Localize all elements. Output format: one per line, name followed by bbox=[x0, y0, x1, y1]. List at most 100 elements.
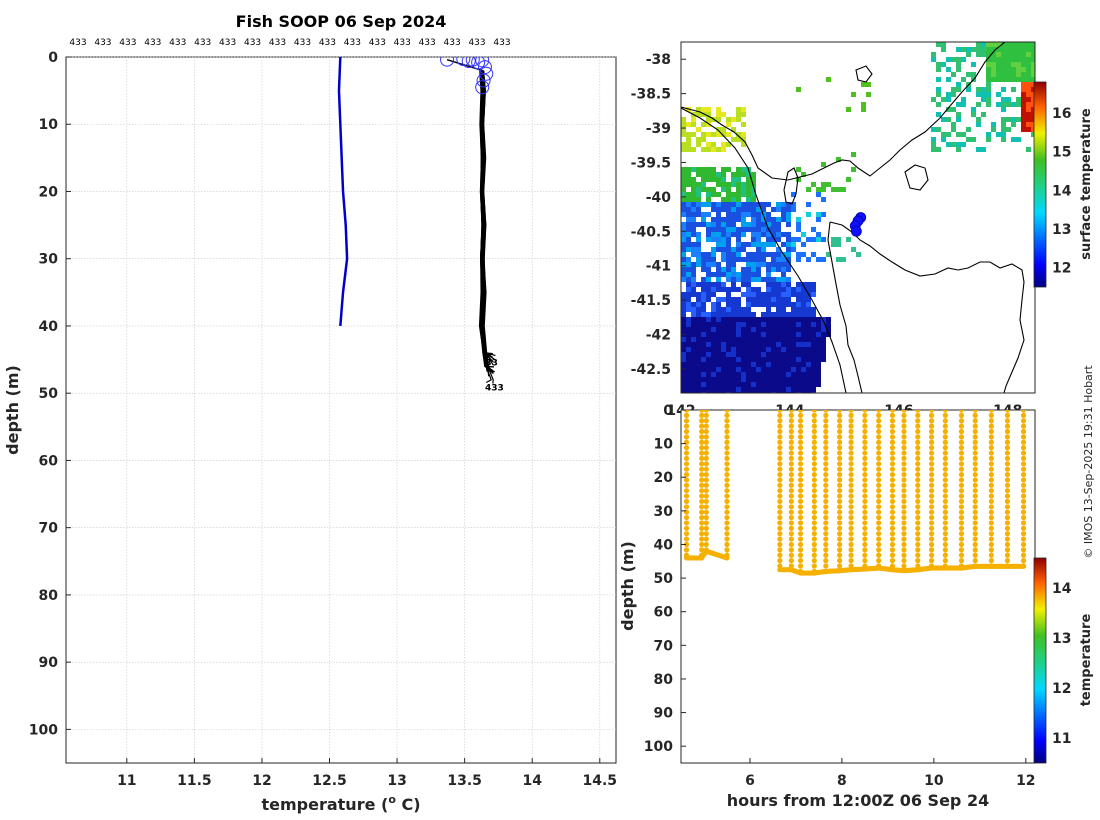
profile-x-tick-label: 11.5 bbox=[177, 773, 212, 789]
time-depth-point bbox=[942, 477, 948, 483]
map-sst-cell bbox=[716, 242, 721, 247]
map-sst-cell bbox=[681, 312, 686, 317]
map-sst-cell bbox=[696, 292, 701, 297]
map-sst-cell bbox=[711, 167, 716, 172]
profile-y-tick-label: 100 bbox=[29, 722, 58, 738]
map-sst-cell bbox=[956, 102, 961, 107]
profile-bottom-annotation: 33 bbox=[485, 359, 498, 369]
time-depth-point bbox=[901, 536, 907, 542]
map-sst-cell bbox=[696, 282, 701, 287]
map-sst-cell bbox=[1026, 92, 1031, 97]
map-sst-cell bbox=[741, 372, 746, 377]
time-depth-point bbox=[876, 536, 882, 542]
map-sst-cell bbox=[776, 287, 781, 292]
map-sst-cell bbox=[776, 332, 781, 337]
map-sst-cell bbox=[721, 237, 726, 242]
time-depth-point bbox=[724, 410, 730, 413]
map-sst-cell bbox=[931, 137, 936, 142]
map-sst-cell bbox=[731, 172, 736, 177]
map-sst-cell bbox=[761, 277, 766, 282]
map-sst-cell bbox=[691, 387, 696, 392]
map-sst-cell bbox=[716, 267, 721, 272]
time-depth-point bbox=[928, 504, 935, 510]
time-depth-point bbox=[788, 493, 794, 499]
map-sst-cell bbox=[756, 332, 761, 337]
time-depth-point bbox=[724, 418, 730, 424]
time-depth-point bbox=[811, 504, 817, 510]
map-sst-cell bbox=[976, 102, 981, 107]
time-depth-y-tick-label: 10 bbox=[654, 437, 674, 453]
map-sst-cell bbox=[686, 192, 691, 197]
map-sst-cell bbox=[731, 347, 736, 352]
map-sst-cell bbox=[816, 322, 821, 327]
map-sst-cell bbox=[771, 237, 776, 242]
map-sst-cell bbox=[766, 222, 771, 227]
map-sst-cell bbox=[686, 352, 691, 357]
map-sst-cell bbox=[751, 367, 756, 372]
time-depth-point bbox=[1020, 531, 1027, 537]
time-depth-point bbox=[1020, 536, 1027, 542]
time-depth-point bbox=[848, 471, 854, 478]
map-sst-cell bbox=[686, 372, 691, 377]
time-depth-point bbox=[876, 488, 882, 494]
profile-top-annotation: 433 bbox=[319, 38, 336, 48]
map-sst-cell bbox=[1026, 117, 1031, 122]
map-sst-cell bbox=[1006, 52, 1011, 57]
map-sst-cell bbox=[716, 107, 721, 112]
map-sst-cell bbox=[801, 357, 806, 362]
map-sst-cell bbox=[776, 312, 781, 317]
map-sst-cell bbox=[771, 322, 776, 327]
map-sst-cell bbox=[726, 122, 731, 127]
time-depth-point bbox=[942, 488, 948, 494]
map-sst-cell bbox=[976, 147, 981, 152]
map-sst-cell bbox=[681, 142, 686, 147]
time-depth-point bbox=[901, 531, 907, 537]
map-sst-cell bbox=[776, 207, 781, 212]
map-sst-cell bbox=[726, 327, 731, 332]
time-depth-point bbox=[823, 445, 829, 451]
map-sst-cell bbox=[781, 282, 786, 287]
map-sst-cell bbox=[866, 82, 871, 87]
map-sst-cell bbox=[1016, 67, 1021, 72]
map-sst-cell bbox=[1021, 107, 1026, 112]
map-sst-cell bbox=[996, 57, 1001, 62]
time-depth-point bbox=[972, 434, 978, 440]
map-sst-cell bbox=[726, 347, 731, 352]
map-sst-cell bbox=[746, 372, 751, 377]
map-sst-cell bbox=[711, 302, 716, 307]
time-depth-point bbox=[876, 558, 882, 564]
time-depth-point bbox=[889, 461, 896, 467]
map-sst-cell bbox=[996, 52, 1001, 57]
time-depth-point bbox=[823, 418, 829, 424]
map-sst-cell bbox=[1016, 42, 1021, 47]
time-depth-point bbox=[848, 445, 854, 451]
map-sst-cell bbox=[771, 232, 776, 237]
map-sst-cell bbox=[681, 327, 686, 332]
time-depth-point bbox=[811, 531, 817, 537]
chart-title: Fish SOOP 06 Sep 2024 bbox=[236, 12, 447, 31]
time-depth-point bbox=[972, 439, 978, 445]
map-sst-cell bbox=[956, 47, 961, 52]
map-sst-cell bbox=[706, 232, 711, 237]
map-sst-cell bbox=[686, 122, 691, 127]
map-sst-cell bbox=[691, 177, 696, 182]
map-sst-cell bbox=[736, 272, 741, 277]
map-sst-cell bbox=[1021, 97, 1026, 102]
time-depth-point bbox=[876, 498, 882, 505]
map-sst-cell bbox=[716, 342, 721, 347]
map-sst-cell bbox=[741, 137, 746, 142]
time-depth-point bbox=[703, 493, 709, 499]
map-sst-cell bbox=[781, 302, 786, 307]
map-sst-cell bbox=[751, 362, 756, 367]
map-sst-cell bbox=[796, 382, 801, 387]
map-sst-cell bbox=[726, 192, 731, 197]
profile-top-annotation: 433 bbox=[244, 38, 261, 48]
map-sst-cell bbox=[981, 112, 986, 117]
time-depth-point bbox=[972, 423, 978, 429]
map-sst-cell bbox=[731, 272, 736, 277]
map-sst-cell bbox=[731, 357, 736, 362]
map-sst-cell bbox=[986, 97, 991, 102]
time-depth-point bbox=[811, 536, 817, 542]
time-depth-point bbox=[862, 536, 868, 542]
map-sst-cell bbox=[766, 297, 771, 302]
